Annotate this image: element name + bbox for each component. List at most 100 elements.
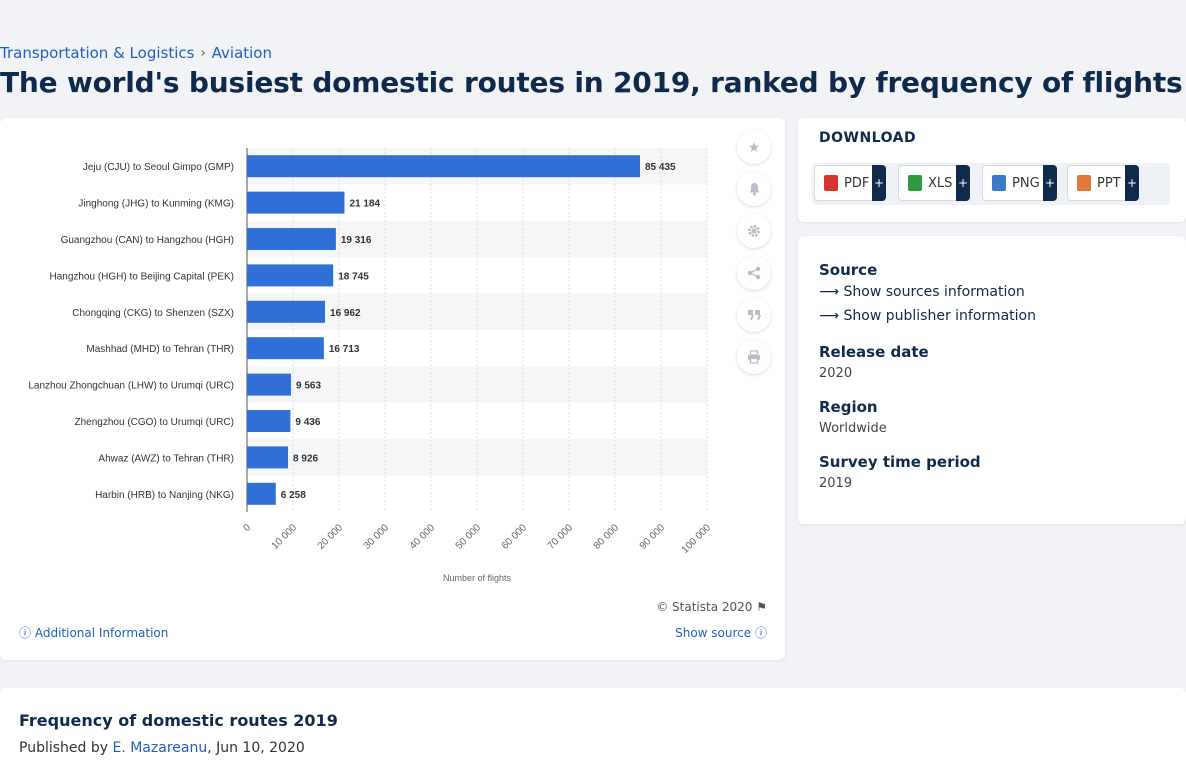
top-bar: [0, 0, 1186, 38]
x-tick-label: 20 000: [316, 522, 346, 552]
x-tick-label: 50 000: [454, 522, 484, 552]
bar: [247, 410, 291, 432]
category-label: Hangzhou (HGH) to Beijing Capital (PEK): [49, 271, 234, 282]
show-publisher-link[interactable]: ⟶ Show publisher information: [819, 308, 1036, 324]
breadcrumb: Transportation & Logistics › Aviation: [0, 44, 272, 62]
additional-information-label: Additional Information: [34, 626, 169, 640]
bar: [247, 482, 276, 505]
x-tick-label: 70 000: [546, 522, 576, 552]
statista-credit[interactable]: © Statista 2020 ⚑: [656, 600, 767, 614]
data-label: 9 563: [296, 381, 321, 392]
data-label: 18 745: [338, 271, 369, 282]
x-tick-label: 100 000: [680, 522, 714, 556]
data-label: 19 316: [341, 235, 372, 246]
show-sources-label: Show sources information: [843, 284, 1025, 300]
png-file-icon: [992, 175, 1006, 191]
x-tick-label: 30 000: [362, 522, 392, 552]
data-label: 85 435: [645, 162, 676, 173]
download-png-button[interactable]: PNG +: [982, 165, 1057, 201]
bar: [247, 228, 336, 250]
download-ppt-label: PPT: [1097, 175, 1121, 191]
print-icon[interactable]: [737, 340, 771, 374]
download-buttons: PDF + XLS + PNG + PPT +: [812, 163, 1170, 205]
breadcrumb-link-transportation[interactable]: Transportation & Logistics: [0, 44, 195, 62]
pdf-file-icon: [824, 175, 838, 191]
category-label: Jeju (CJU) to Seoul Gimpo (GMP): [83, 162, 234, 173]
x-tick-label: 0: [241, 522, 253, 534]
category-label: Jinghong (JHG) to Kunming (KMG): [78, 199, 234, 210]
download-xls-button[interactable]: XLS +: [898, 165, 970, 201]
source-info-card: Source ⟶ Show sources information ⟶ Show…: [798, 236, 1186, 524]
download-pdf-label: PDF: [844, 175, 870, 191]
statistic-details-card: Frequency of domestic routes 2019 Publis…: [0, 688, 1186, 760]
breadcrumb-link-aviation[interactable]: Aviation: [211, 44, 272, 62]
published-by-label: Published by: [19, 740, 109, 756]
share-icon[interactable]: [737, 256, 771, 290]
gear-icon[interactable]: [737, 214, 771, 248]
data-label: 8 926: [293, 453, 318, 464]
bar: [247, 373, 291, 396]
flag-icon: ⚑: [756, 600, 767, 614]
x-tick-label: 40 000: [408, 522, 438, 552]
breadcrumb-separator: ›: [200, 45, 206, 61]
plus-icon[interactable]: +: [1043, 165, 1057, 201]
quote-icon[interactable]: [737, 298, 771, 332]
star-icon[interactable]: ★: [737, 130, 771, 164]
download-png-label: PNG: [1012, 175, 1040, 191]
download-ppt-button[interactable]: PPT +: [1067, 165, 1139, 201]
page-title: The world's busiest domestic routes in 2…: [0, 66, 1183, 99]
download-card: DOWNLOAD PDF + XLS + PNG + PPT +: [798, 118, 1186, 222]
xls-file-icon: [908, 175, 922, 191]
x-axis-title: Number of flights: [443, 573, 512, 583]
info-icon: ⓘ: [19, 626, 32, 640]
arrow-right-icon: ⟶: [819, 284, 840, 300]
survey-period-heading: Survey time period: [819, 453, 981, 471]
show-publisher-label: Show publisher information: [843, 308, 1036, 324]
category-label: Mashhad (MHD) to Tehran (THR): [86, 344, 234, 355]
data-label: 9 436: [295, 417, 320, 428]
region-value: Worldwide: [819, 421, 887, 436]
x-tick-label: 10 000: [270, 522, 300, 552]
bar-chart: 0 10 000 20 000 30 000 40 000 50 000 60 000 70 …: [28, 148, 714, 583]
category-label: Zhengzhou (CGO) to Urumqi (URC): [75, 417, 234, 428]
author-link[interactable]: E. Mazareanu: [112, 740, 208, 756]
category-label: Lanzhou Zhongchuan (LHW) to Urumqi (URC): [28, 381, 234, 392]
plus-icon[interactable]: +: [1125, 165, 1139, 201]
show-source-label: Show source: [675, 626, 752, 640]
data-label: 16 713: [329, 344, 360, 355]
chart-toolbar: ★: [737, 130, 773, 382]
bar: [247, 264, 334, 287]
category-label: Harbin (HRB) to Nanjing (NKG): [95, 490, 234, 501]
plus-icon[interactable]: +: [956, 165, 970, 201]
data-label: 21 184: [349, 199, 380, 210]
additional-information-link[interactable]: ⓘ Additional Information: [19, 624, 168, 641]
download-pdf-button[interactable]: PDF +: [814, 165, 886, 201]
plus-icon[interactable]: +: [872, 165, 886, 201]
release-date-heading: Release date: [819, 343, 929, 361]
ppt-file-icon: [1077, 175, 1091, 191]
publication-date: , Jun 10, 2020: [207, 740, 305, 756]
release-date-value: 2020: [819, 366, 853, 381]
survey-period-value: 2019: [819, 476, 853, 491]
download-title: DOWNLOAD: [819, 130, 917, 146]
bell-icon[interactable]: [737, 172, 771, 206]
credit-text: © Statista 2020: [656, 600, 753, 614]
bar: [247, 155, 641, 178]
show-source-link[interactable]: Show source ⓘ: [675, 624, 767, 641]
bar: [247, 446, 289, 469]
data-label: 6 258: [281, 490, 306, 501]
x-tick-label: 60 000: [500, 522, 530, 552]
x-tick-label: 90 000: [638, 522, 668, 552]
category-label: Guangzhou (CAN) to Hangzhou (HGH): [61, 235, 234, 246]
info-icon: ⓘ: [754, 626, 767, 640]
region-heading: Region: [819, 398, 878, 416]
data-label: 16 962: [330, 308, 361, 319]
bar: [247, 191, 345, 214]
x-tick-label: 80 000: [592, 522, 622, 552]
arrow-right-icon: ⟶: [819, 308, 840, 324]
show-sources-link[interactable]: ⟶ Show sources information: [819, 284, 1025, 300]
statistic-title: Frequency of domestic routes 2019: [19, 711, 338, 730]
publication-info: Published by E. Mazareanu, Jun 10, 2020: [19, 740, 305, 756]
category-label: Ahwaz (AWZ) to Tehran (THR): [98, 453, 234, 464]
chart-card: 0 10 000 20 000 30 000 40 000 50 000 60 000 70 …: [0, 118, 785, 660]
